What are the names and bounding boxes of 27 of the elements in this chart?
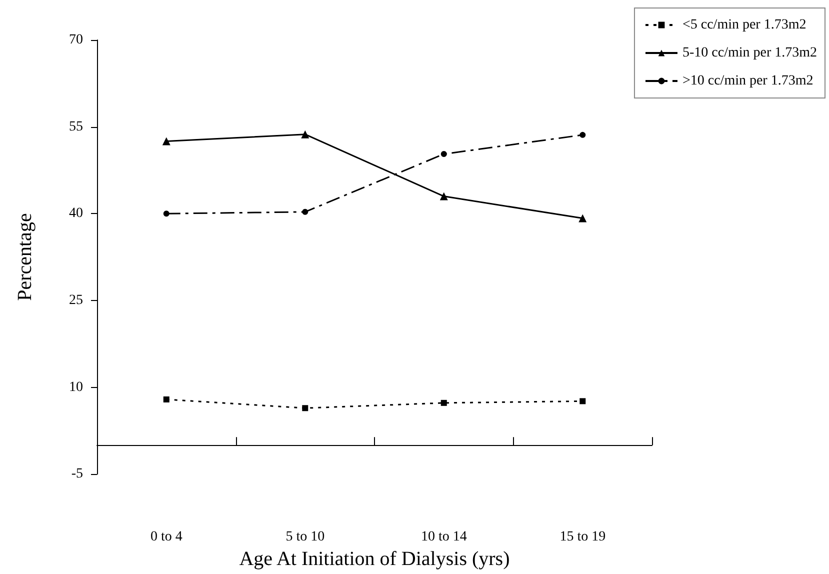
y-tick-label: 40 [69,206,83,222]
y-axis-title: Percentage [14,213,36,301]
y-tick-label: 10 [69,380,83,395]
point [440,192,448,200]
x-axis-title: Age At Initiation of Dialysis (yrs) [239,548,510,570]
x-tick-label: 10 to 14 [420,530,467,545]
point [578,214,587,222]
point [440,400,447,406]
point [302,405,308,412]
point [163,210,170,217]
y-tick-label: -5 [71,466,83,482]
legend-label: 5-10 cc/min per 1.73m2 [682,46,818,60]
point [580,398,586,404]
y-tick-label: 25 [69,292,83,308]
legend-label: <5 cc/min per 1.73m2 [682,18,806,32]
x-tick-label: 5 to 10 [286,530,325,545]
point [163,396,170,402]
point [301,130,310,138]
y-tick-label: 55 [69,119,83,134]
point [580,132,586,138]
y-tick-label: 70 [69,32,83,48]
x-tick-label: 15 to 19 [560,530,606,545]
point [440,151,447,158]
legend-label: >10 cc/min per 1.73m2 [682,74,814,88]
point [162,137,170,146]
x-tick-label: 0 to 4 [150,530,182,545]
point [302,208,308,215]
